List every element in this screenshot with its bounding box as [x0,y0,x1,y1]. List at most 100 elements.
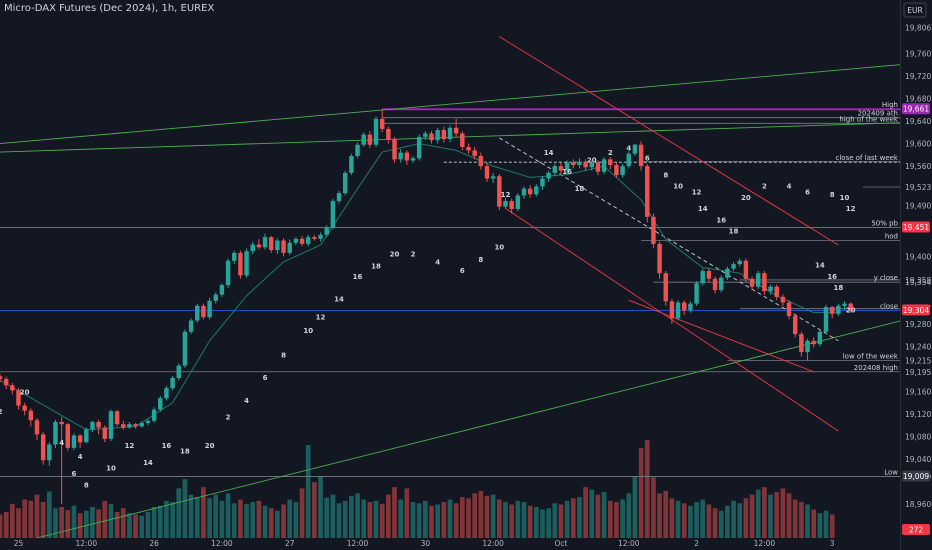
candle-body [47,444,52,461]
x-tick-label: 12:00 [618,539,640,548]
chart-title: Micro-DAX Futures (Dec 2024), 1h, EUREX [4,3,215,14]
candle-body [28,410,34,421]
count-label: 10 [673,183,683,191]
candle-body [213,294,218,301]
volume-bar [688,505,693,538]
candle-body [77,435,83,443]
level-label: 202409 ath [858,110,898,118]
candle-body [379,118,385,129]
y-tick-label: 19,720 [905,72,931,81]
candle-body [410,158,416,161]
candle-body [127,424,132,428]
price-badge [902,470,930,482]
trendline [499,36,839,246]
candle-body [324,227,329,235]
candle-body [663,273,668,302]
candle-body [53,421,58,445]
candle-body [534,186,539,195]
candle-body [306,237,311,244]
volume-bar [811,509,817,538]
candle-body [342,172,348,194]
volume-bar [287,499,293,538]
volume-bar [675,500,681,538]
candle-body [546,172,551,179]
volume-bar [102,500,108,538]
volume-bar [305,445,311,538]
candle-body [571,162,576,166]
volume-bar [164,500,169,538]
count-label: 20 [205,442,215,450]
volume-bar [207,498,212,538]
volume-bar [349,495,354,538]
volume-bar [318,476,323,538]
candle-body [262,237,268,248]
volume-bar [16,508,21,538]
candle-body [719,277,724,291]
y-tick-label: 18,960 [905,500,931,509]
count-label: 18 [833,284,843,292]
candle-body [645,166,650,217]
x-tick-label: 25 [14,539,24,548]
candle-body [700,270,705,284]
candle-body [805,340,810,353]
volume-bar [59,507,64,538]
count-label: 2 [608,149,613,157]
volume-bar [133,514,138,538]
volume-bar [607,500,613,538]
y-tick-label: 19,354 [905,278,931,287]
candle-body [16,390,21,406]
volume-bar [558,504,564,538]
candle-body [59,421,64,425]
candle-body [558,166,564,171]
candle-body [675,302,681,319]
count-label: 6 [263,374,268,382]
currency-label: EUR [907,6,922,15]
candle-body [836,305,841,314]
candle-body [595,162,601,172]
candle-body [151,409,157,421]
volume-bar [620,499,625,538]
y-tick-label: 19,160 [905,388,931,397]
candle-body [435,130,440,141]
volume-bar [170,502,175,538]
level-label: 202408 high [854,364,898,372]
volume-bar [262,505,268,538]
x-tick-label: Oct [554,539,567,548]
candle-body [552,166,558,173]
volume-bar [540,509,545,538]
volume-bar [503,502,508,538]
x-tick-label: 12:00 [754,539,776,548]
candle-body [651,216,656,244]
x-tick-label: 27 [285,539,295,548]
count-label: 14 [334,295,344,303]
candle-body [712,278,718,291]
y-tick-label: 19,600 [905,140,931,149]
candle-body [423,133,428,137]
count-label: 18 [371,263,381,271]
candle-body [762,273,767,292]
x-tick-label: 12:00 [211,539,233,548]
count-label: 14 [143,459,153,467]
y-tick-label: 19,240 [905,342,931,351]
candle-body [503,201,508,207]
candle-body [731,264,736,269]
candle-body [799,334,804,353]
volume-bar [410,502,416,538]
y-tick-label: 19,680 [905,95,931,104]
count-label: 16 [827,273,837,281]
price-badge [902,103,930,115]
volume-bar [731,500,736,538]
volume-bar [595,494,601,538]
volume-bar [478,490,484,538]
candle-body [737,260,742,265]
y-tick-label: 19,280 [905,320,931,329]
candle-body [429,133,434,141]
candle-body [416,136,422,159]
volume-bar [9,503,15,538]
volume-bar [398,499,404,538]
volume-bar [114,511,120,538]
volume-bar [644,440,650,538]
volume-bar [386,494,391,538]
count-label: 12 [501,191,511,199]
